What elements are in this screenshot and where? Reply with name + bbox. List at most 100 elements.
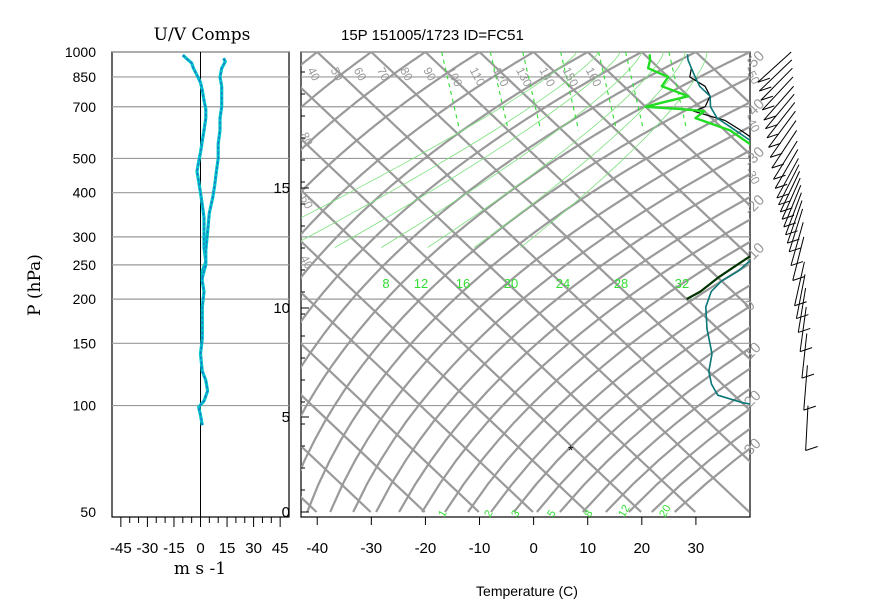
temperature-tick-label: -20 bbox=[415, 540, 437, 557]
isotherm-label: 120 bbox=[490, 65, 512, 90]
pressure-tick-label: 400 bbox=[73, 185, 97, 201]
isotherm-side-label: 80 bbox=[297, 130, 316, 149]
uv-series-halo bbox=[202, 58, 225, 277]
wind-barb-staff bbox=[779, 165, 799, 205]
temperature-tick-label: 20 bbox=[633, 540, 650, 557]
isotherm-label: 60 bbox=[351, 65, 370, 84]
pressure-tick-label: 50 bbox=[80, 504, 96, 520]
temperature-tick-label: -40 bbox=[306, 540, 328, 557]
isotherm-side-label: 60 bbox=[297, 193, 316, 212]
isotherm-label: 70 bbox=[374, 65, 393, 84]
uv-series-lines bbox=[183, 55, 226, 425]
wind-barb-staff bbox=[786, 193, 802, 235]
uv-axis-label: m s -1 bbox=[174, 559, 226, 579]
wind-barb-flag bbox=[804, 406, 816, 410]
temperature-tick-labels: -40 -30 -20 -10 0 10 20 30 bbox=[306, 517, 704, 557]
temperature-axis-label: Temperature (C) bbox=[476, 583, 578, 599]
moist-adiabat-label: 24 bbox=[556, 276, 570, 291]
height-tick-label: 10 bbox=[273, 300, 290, 317]
isotherm-label: 50 bbox=[328, 65, 347, 84]
isotherm bbox=[0, 45, 371, 512]
mixing-ratio-label: 5 bbox=[545, 508, 558, 519]
moist-adiabat-label: 20 bbox=[504, 276, 518, 291]
wind-barb-flag bbox=[800, 348, 812, 352]
wind-barb-staff bbox=[804, 365, 808, 410]
dry-adiabat bbox=[192, 45, 601, 513]
uv-x-tick-label: -15 bbox=[163, 540, 185, 557]
temperature-tick-label: -30 bbox=[360, 540, 382, 557]
temperature-tick-label: 10 bbox=[579, 540, 596, 557]
mixing-ratio-label: 8 bbox=[582, 508, 595, 519]
pressure-tick-label: 500 bbox=[73, 150, 97, 166]
uv-x-tick-label: 30 bbox=[245, 540, 262, 557]
wind-barb-staff bbox=[761, 68, 793, 100]
dry-adiabat bbox=[399, 45, 887, 513]
moist-adiabat-label: 8 bbox=[382, 276, 389, 291]
wind-barb-flag bbox=[802, 374, 814, 378]
dry-adiabat-label: -30 bbox=[741, 143, 768, 170]
mixing-ratio-line bbox=[442, 52, 460, 130]
pressure-tick-label: 1000 bbox=[65, 44, 96, 60]
wind-barb-staff bbox=[759, 60, 791, 91]
isotherm-label: 110 bbox=[467, 65, 488, 89]
pressure-tick-label: 150 bbox=[73, 335, 97, 351]
isotherm-side-label: 40 bbox=[297, 253, 316, 272]
uv-x-tick-labels: -45 -30-15 0 15 30 45 bbox=[110, 517, 288, 557]
dry-adiabat-label: 10 bbox=[741, 339, 765, 363]
pressure-tick-label: 100 bbox=[73, 398, 97, 414]
wind-barb-flag bbox=[793, 276, 805, 280]
height-tick-label: 5 bbox=[282, 409, 290, 426]
wind-barb-staff bbox=[767, 102, 795, 137]
dry-adiabat bbox=[537, 45, 887, 513]
moist-adiabat-label: 28 bbox=[614, 276, 628, 291]
pressure-axis-label: P (hPa) bbox=[25, 254, 45, 316]
uv-x-tick-label: -30 bbox=[137, 540, 159, 557]
isotherm-label: 140 bbox=[536, 65, 558, 90]
wind-barb-staff bbox=[798, 288, 805, 332]
isotherm bbox=[0, 45, 317, 512]
uv-panel-title: U/V Comps bbox=[154, 25, 251, 45]
isotherm bbox=[418, 45, 887, 512]
mixing-ratio-line bbox=[599, 52, 617, 130]
dry-adiabat-label: 20 bbox=[741, 387, 765, 411]
uv-x-tick-label: 0 bbox=[196, 540, 204, 557]
isotherm bbox=[742, 45, 887, 512]
uv-x-tick-label: 45 bbox=[272, 540, 289, 557]
height-tick-label: 15 bbox=[273, 180, 290, 197]
isotherm-label: 80 bbox=[397, 65, 416, 84]
wind-barb-staff bbox=[777, 158, 799, 198]
temperature-tick-label: 30 bbox=[688, 540, 705, 557]
uv-grid bbox=[112, 52, 750, 517]
wind-barb-staff bbox=[787, 201, 802, 244]
surface-marker-annotation: * bbox=[568, 442, 574, 458]
isotherm bbox=[0, 45, 425, 512]
isotherm bbox=[796, 45, 887, 512]
moist-adiabat-label: 16 bbox=[456, 276, 470, 291]
isotherm-label: 160 bbox=[583, 65, 605, 90]
pressure-tick-label: 850 bbox=[73, 69, 97, 85]
uv-x-tick-label: 15 bbox=[219, 540, 236, 557]
temperature-tick-label: 0 bbox=[529, 540, 537, 557]
uv-x-tick-label: -45 bbox=[110, 540, 132, 557]
wind-barb-staff bbox=[765, 94, 794, 129]
wind-barb-flag bbox=[798, 328, 810, 332]
height-tick-label: 0 bbox=[282, 504, 290, 521]
wind-barb-flag bbox=[806, 447, 818, 451]
wind-barb-flag bbox=[796, 315, 808, 319]
pressure-tick-label: 200 bbox=[73, 291, 97, 307]
temperature-tick-label: -10 bbox=[469, 540, 491, 557]
dry-adiabat-label: -20 bbox=[741, 191, 768, 218]
dry-adiabat bbox=[284, 45, 820, 513]
pressure-tick-label: 700 bbox=[73, 99, 97, 115]
wind-barb-staff bbox=[802, 333, 807, 378]
wind-barb-staff bbox=[806, 406, 808, 451]
isotherm-label: 40 bbox=[304, 65, 323, 84]
wind-barb-flag bbox=[795, 302, 807, 306]
pressure-tick-label: 250 bbox=[73, 257, 97, 273]
moist-adiabat-label: 12 bbox=[414, 276, 428, 291]
moist-adiabat-label: 32 bbox=[675, 276, 689, 291]
wind-barb-staff bbox=[784, 185, 801, 227]
